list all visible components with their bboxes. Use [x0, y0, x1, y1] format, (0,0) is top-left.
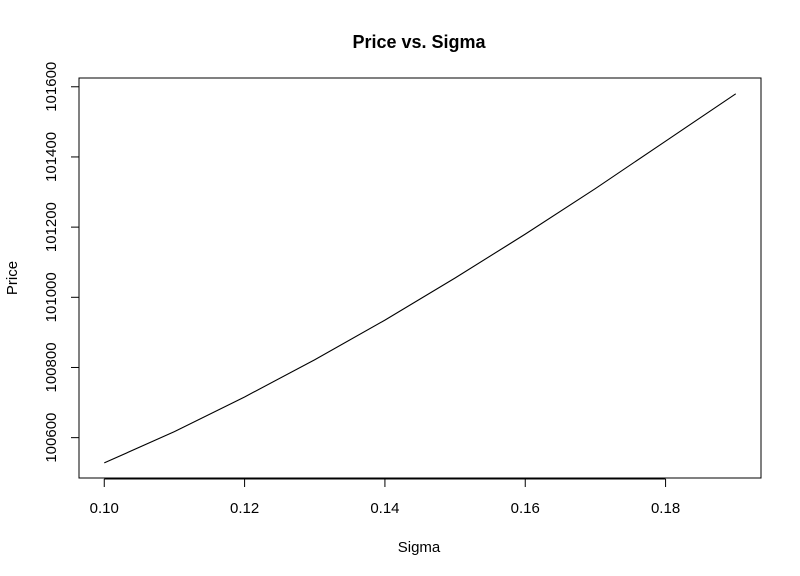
x-axis: 0.10 0.12 0.14 0.16 0.18: [90, 478, 680, 517]
y-axis: 100600 100800 101000 101200 101400 101600: [43, 62, 80, 463]
x-axis-label: Sigma: [398, 539, 441, 556]
y-axis-label: Price: [4, 261, 21, 295]
y-tick-label: 101000: [43, 272, 60, 322]
y-tick-label: 100800: [43, 342, 60, 392]
x-tick-label: 0.16: [511, 500, 540, 517]
chart-title: Price vs. Sigma: [352, 32, 486, 52]
x-tick-label: 0.10: [90, 500, 119, 517]
x-tick-label: 0.12: [230, 500, 259, 517]
y-tick-label: 100600: [43, 413, 60, 463]
y-tick-label: 101400: [43, 132, 60, 182]
y-tick-label: 101200: [43, 202, 60, 252]
y-tick-label: 101600: [43, 62, 60, 112]
x-tick-label: 0.14: [370, 500, 399, 517]
plot-frame: [78, 77, 762, 479]
x-tick-label: 0.18: [651, 500, 680, 517]
price-series-line: [104, 93, 737, 464]
